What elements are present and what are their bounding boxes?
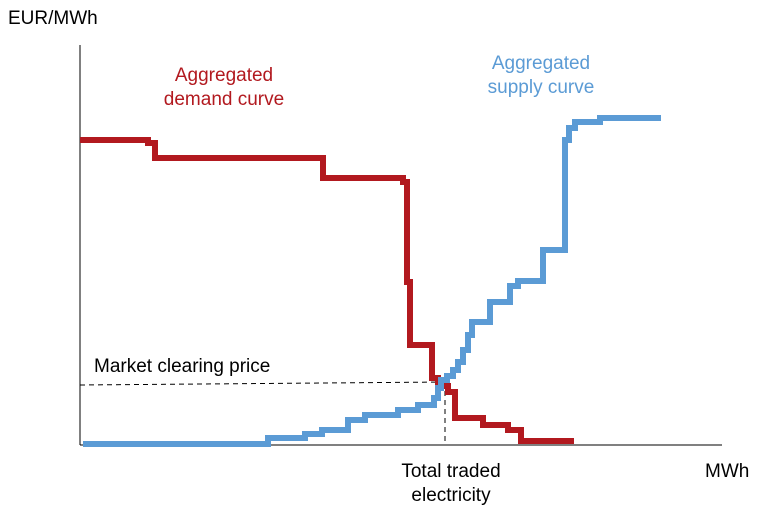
- demand-curve: [80, 137, 574, 444]
- price-guide: [79, 381, 446, 386]
- supply-label: Aggregated: [492, 53, 590, 74]
- x-axis-label: MWh: [705, 461, 749, 482]
- supply-label: supply curve: [488, 77, 595, 98]
- demand-label: Aggregated: [175, 65, 273, 86]
- y-axis-label: EUR/MWh: [8, 8, 98, 29]
- quantity-label: electricity: [411, 485, 491, 506]
- quantity-label: Total traded: [401, 461, 500, 482]
- supply-curve: [83, 115, 661, 447]
- price-label: Market clearing price: [94, 356, 270, 377]
- demand-label: demand curve: [164, 89, 284, 110]
